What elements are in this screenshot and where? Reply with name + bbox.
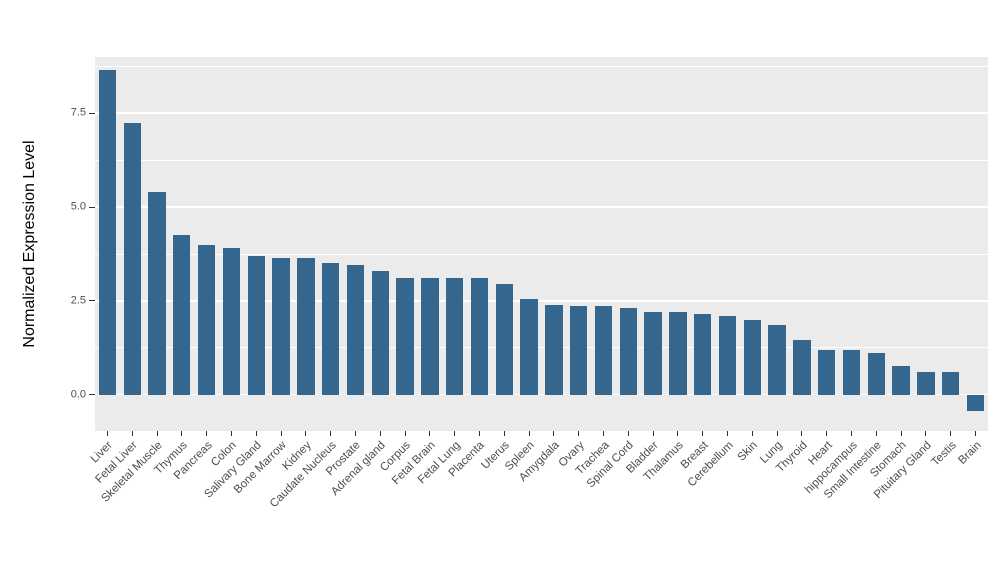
gridline-minor (95, 159, 988, 161)
bar (173, 235, 191, 395)
gridline-major (95, 112, 988, 115)
x-axis-tick (801, 431, 803, 436)
x-axis-tick (379, 431, 381, 436)
x-axis-tick (330, 431, 332, 436)
bar (495, 283, 513, 395)
x-axis-tick (677, 431, 679, 436)
gridline-minor (95, 253, 988, 255)
bar (445, 278, 464, 395)
bar (966, 394, 985, 412)
bar (396, 278, 414, 395)
bar (818, 349, 836, 395)
bar (768, 325, 786, 395)
bar (545, 304, 563, 395)
y-axis-tick (89, 112, 95, 114)
x-axis-tick (900, 431, 902, 436)
bar (743, 319, 762, 395)
bar (520, 298, 538, 395)
x-axis-tick (603, 431, 604, 436)
x-axis-tick (975, 431, 977, 436)
bar (247, 255, 265, 395)
x-axis-tick (404, 431, 406, 436)
y-tick-label: 2.5 (70, 294, 86, 307)
y-axis-tick (89, 206, 95, 208)
x-axis-tick (156, 431, 158, 436)
x-axis-tick (206, 431, 208, 436)
x-axis-tick (354, 431, 356, 436)
bar (272, 257, 290, 395)
bar (148, 192, 166, 395)
gridline-major (95, 206, 988, 208)
x-axis-tick (851, 431, 853, 436)
x-axis-tick (181, 431, 183, 436)
gridline-major (95, 393, 988, 396)
x-axis-tick (578, 431, 580, 436)
x-axis-tick (925, 431, 927, 436)
x-axis-tick (230, 431, 232, 436)
x-axis-tick (454, 431, 456, 436)
bar (321, 263, 340, 395)
x-axis-tick (553, 431, 555, 436)
bar (892, 366, 910, 395)
bar (718, 315, 737, 395)
x-axis-tick (950, 431, 952, 436)
x-axis-tick (727, 431, 729, 436)
gridline-minor (95, 347, 988, 349)
x-axis-tick (776, 431, 778, 436)
bar (371, 270, 389, 395)
bar (619, 308, 637, 395)
bar (694, 313, 712, 395)
y-tick-label: 0.0 (70, 388, 86, 401)
x-axis-tick (503, 431, 505, 436)
x-axis-tick (106, 431, 108, 436)
x-axis-tick (280, 431, 282, 436)
y-tick-label: 5.0 (70, 200, 86, 213)
bar (594, 306, 613, 395)
x-axis-tick (255, 431, 257, 436)
bar (197, 244, 216, 395)
bar (297, 257, 315, 395)
bar (644, 312, 662, 395)
bar (842, 349, 861, 395)
y-axis-title: Normalized Expression Level (21, 140, 38, 348)
x-axis-tick (131, 431, 133, 436)
y-axis-tick (89, 300, 95, 302)
gridline-minor (95, 65, 988, 67)
x-axis-tick (429, 431, 431, 436)
x-axis-tick (652, 431, 654, 436)
x-axis-tick (702, 431, 704, 436)
x-axis-tick (826, 431, 828, 436)
bar (942, 372, 960, 395)
bar (470, 278, 489, 395)
x-axis-tick (875, 431, 877, 436)
x-axis-tick (478, 431, 480, 436)
y-axis-tick (89, 394, 95, 396)
gridline-major (95, 300, 988, 302)
bar (867, 353, 886, 395)
bar (98, 70, 117, 395)
bar (917, 372, 935, 395)
x-axis-tick (305, 431, 307, 436)
bar (421, 278, 439, 395)
y-tick-label: 7.5 (70, 106, 86, 119)
x-axis-tick (751, 431, 753, 436)
x-axis-tick (627, 431, 629, 436)
plot-area (95, 57, 988, 431)
bar (123, 122, 141, 395)
bar (222, 248, 241, 395)
bar (570, 306, 588, 395)
bar (793, 340, 811, 395)
x-axis-tick (528, 431, 530, 436)
bar (669, 312, 687, 395)
bar (346, 265, 365, 395)
